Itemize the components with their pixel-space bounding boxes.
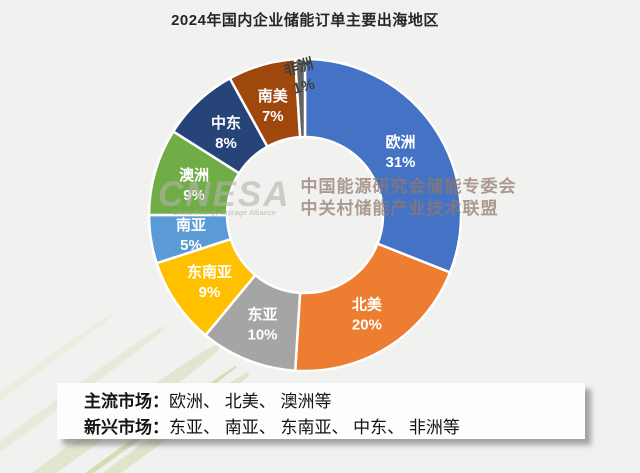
pie-label-东亚: 东亚 10% xyxy=(247,305,277,343)
emerging-markets-line: 新兴市场：东亚、 南亚、 东南亚、 中东、 非洲等 xyxy=(84,415,585,441)
pie-slice-欧洲 xyxy=(303,57,463,275)
pie-slice-非洲 xyxy=(293,57,307,139)
emerging-label: 新兴市场： xyxy=(84,418,169,437)
pie-label-东南亚: 东南亚 9% xyxy=(187,263,232,301)
pie-label-非洲: 非洲1% xyxy=(282,55,321,99)
pie-label-欧洲: 欧洲 31% xyxy=(385,133,415,171)
pie-label-北美: 北美 20% xyxy=(352,296,383,334)
donut-chart: 欧洲 31% 北美 20% 东亚 10% 东南亚 9% 南亚 5% 澳洲 9% 中东 8% 南美 7% 非洲1% xyxy=(145,55,465,375)
mainstream-markets-line: 主流市场：欧洲、 北美、 澳洲等 xyxy=(84,389,585,415)
mainstream-value: 欧洲、 北美、 澳洲等 xyxy=(169,392,332,411)
emerging-value: 东亚、 南亚、 东南亚、 中东、 非洲等 xyxy=(169,418,460,437)
pie-label-南亚: 南亚 5% xyxy=(176,216,206,254)
chart-title: 2024年国内企业储能订单主要出海地区 xyxy=(171,12,439,29)
mainstream-label: 主流市场： xyxy=(84,392,169,411)
pie-slice-北美 xyxy=(293,242,452,373)
donut-chart-svg: 欧洲 31% 北美 20% 东亚 10% 东南亚 9% 南亚 5% 澳洲 9%中东 8% 南美 7%非洲1% xyxy=(147,55,463,373)
market-notes-box: 主流市场：欧洲、 北美、 澳洲等 新兴市场：东亚、 南亚、 东南亚、 中东、 非… xyxy=(57,383,585,439)
pie-label-澳洲: 澳洲 9% xyxy=(179,166,209,204)
pie-label-南美: 南美 7% xyxy=(258,87,289,125)
pie-label-中东: 中东 8% xyxy=(211,114,241,152)
